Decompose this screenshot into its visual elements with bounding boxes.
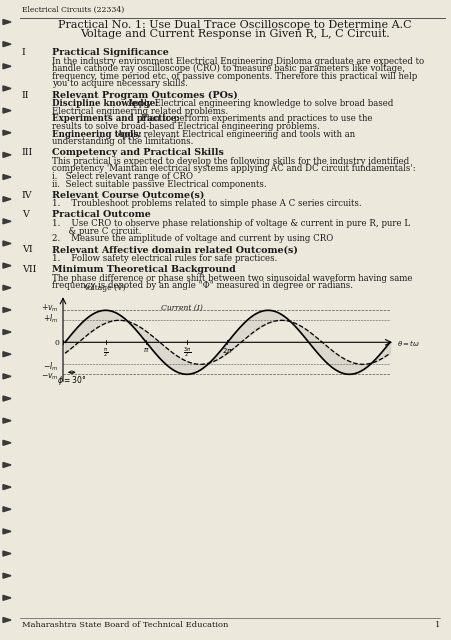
Text: Minimum Theoretical Background: Minimum Theoretical Background: [52, 265, 235, 274]
Polygon shape: [3, 86, 11, 91]
Polygon shape: [3, 131, 11, 135]
Text: This practical is expected to develop the following skills for the industry iden: This practical is expected to develop th…: [52, 157, 408, 166]
Polygon shape: [3, 285, 11, 291]
Polygon shape: [3, 551, 11, 556]
Text: ii.  Select suitable passive Electrical components.: ii. Select suitable passive Electrical c…: [52, 180, 266, 189]
Text: you to acquire necessary skills.: you to acquire necessary skills.: [52, 79, 188, 88]
Text: V: V: [22, 211, 29, 220]
Polygon shape: [3, 196, 11, 202]
Polygon shape: [3, 263, 11, 268]
Text: Practical Significance: Practical Significance: [52, 48, 168, 57]
Text: $\theta = t\omega$: $\theta = t\omega$: [396, 339, 419, 348]
Text: Plan to perform experiments and practices to use the: Plan to perform experiments and practice…: [140, 115, 372, 124]
Text: handle cathode ray oscilloscope (CRO) to measure basic parameters like voltage,: handle cathode ray oscilloscope (CRO) to…: [52, 64, 404, 74]
Text: $\phi = 30°$: $\phi = 30°$: [57, 374, 86, 387]
Text: Engineering tools:: Engineering tools:: [52, 129, 141, 138]
Text: III: III: [22, 148, 33, 157]
Text: 1.    Troubleshoot problems related to simple phase A C series circuits.: 1. Troubleshoot problems related to simp…: [52, 199, 361, 208]
Polygon shape: [3, 507, 11, 512]
Text: Relevant Program Outcomes (POs): Relevant Program Outcomes (POs): [52, 90, 237, 100]
Text: Electrical engineering related problems.: Electrical engineering related problems.: [52, 107, 228, 116]
Polygon shape: [3, 108, 11, 113]
Text: Voltage and Current Response in Given R, L, C Circuit.: Voltage and Current Response in Given R,…: [80, 29, 389, 39]
Polygon shape: [3, 418, 11, 423]
Text: 0: 0: [54, 339, 59, 348]
Text: Practical No. 1: Use Dual Trace Oscilloscope to Determine A.C: Practical No. 1: Use Dual Trace Oscillos…: [58, 20, 411, 30]
Text: Apply Electrical engineering knowledge to solve broad based: Apply Electrical engineering knowledge t…: [126, 99, 392, 108]
Text: $2\pi$: $2\pi$: [221, 346, 232, 355]
Text: frequency, time period etc. of passive components. Therefore this practical will: frequency, time period etc. of passive c…: [52, 72, 416, 81]
Polygon shape: [3, 307, 11, 312]
Text: VII: VII: [22, 265, 36, 274]
Text: Electrical Circuits (22334): Electrical Circuits (22334): [22, 6, 124, 14]
Text: Voltage (V): Voltage (V): [83, 284, 125, 292]
Polygon shape: [3, 152, 11, 157]
Text: 2.    Measure the amplitude of voltage and current by using CRO: 2. Measure the amplitude of voltage and …: [52, 234, 332, 243]
Polygon shape: [3, 219, 11, 224]
Polygon shape: [3, 42, 11, 47]
Text: II: II: [22, 90, 29, 99]
Text: & pure C circuit.: & pure C circuit.: [52, 227, 141, 236]
Text: I: I: [22, 48, 26, 57]
Text: Experiments and practice:: Experiments and practice:: [52, 115, 179, 124]
Text: $\frac{3\pi}{2}$: $\frac{3\pi}{2}$: [182, 346, 190, 360]
Text: $-v_m$: $-v_m$: [41, 371, 59, 381]
Text: Relevant Course Outcome(s): Relevant Course Outcome(s): [52, 191, 204, 200]
Polygon shape: [3, 595, 11, 600]
Polygon shape: [3, 330, 11, 335]
Polygon shape: [3, 529, 11, 534]
Text: 1: 1: [434, 621, 439, 629]
Text: Relevant Affective domain related Outcome(s): Relevant Affective domain related Outcom…: [52, 245, 297, 254]
Polygon shape: [3, 484, 11, 490]
Text: The phase difference or phase shift between two sinusoidal waveform having same: The phase difference or phase shift betw…: [52, 274, 412, 283]
Text: 1.    Use CRO to observe phase relationship of voltage & current in pure R, pure: 1. Use CRO to observe phase relationship…: [52, 219, 409, 228]
Text: 1.    Follow safety electrical rules for safe practices.: 1. Follow safety electrical rules for sa…: [52, 254, 277, 263]
Text: In the industry environment Electrical Engineering Diploma graduate are expected: In the industry environment Electrical E…: [52, 56, 423, 66]
Text: $\frac{\pi}{2}$: $\frac{\pi}{2}$: [103, 346, 108, 359]
Polygon shape: [3, 19, 11, 24]
Text: $+I_m$: $+I_m$: [43, 312, 59, 324]
Text: Discipline knowledge:: Discipline knowledge:: [52, 99, 158, 108]
Text: competency 'Maintain electrical systems applying AC and DC circuit fundamentals': competency 'Maintain electrical systems …: [52, 164, 415, 173]
Text: i.   Select relevant range of CRO: i. Select relevant range of CRO: [52, 172, 193, 181]
Polygon shape: [3, 352, 11, 356]
Text: Apply relevant Electrical engineering and tools with an: Apply relevant Electrical engineering an…: [115, 129, 354, 138]
Text: Current (I): Current (I): [161, 304, 202, 312]
Text: understanding of the limitations.: understanding of the limitations.: [52, 137, 193, 146]
Polygon shape: [3, 463, 11, 467]
Polygon shape: [3, 440, 11, 445]
Text: Competency and Practical Skills: Competency and Practical Skills: [52, 148, 223, 157]
Text: $+v_m$: $+v_m$: [41, 303, 59, 314]
Polygon shape: [3, 618, 11, 623]
Polygon shape: [3, 573, 11, 578]
Polygon shape: [3, 175, 11, 180]
Text: IV: IV: [22, 191, 32, 200]
Text: VI: VI: [22, 245, 32, 254]
Polygon shape: [3, 64, 11, 68]
Text: $-I_m$: $-I_m$: [43, 360, 59, 372]
Text: Practical Outcome: Practical Outcome: [52, 211, 151, 220]
Polygon shape: [3, 374, 11, 379]
Polygon shape: [3, 396, 11, 401]
Text: $\pi$: $\pi$: [143, 346, 149, 355]
Polygon shape: [3, 241, 11, 246]
Text: frequency is denoted by an angle "Φ" measured in degree or radians.: frequency is denoted by an angle "Φ" mea…: [52, 281, 352, 290]
Text: results to solve broad-based Electrical engineering problems.: results to solve broad-based Electrical …: [52, 122, 319, 131]
Text: Maharashtra State Board of Technical Education: Maharashtra State Board of Technical Edu…: [22, 621, 228, 629]
